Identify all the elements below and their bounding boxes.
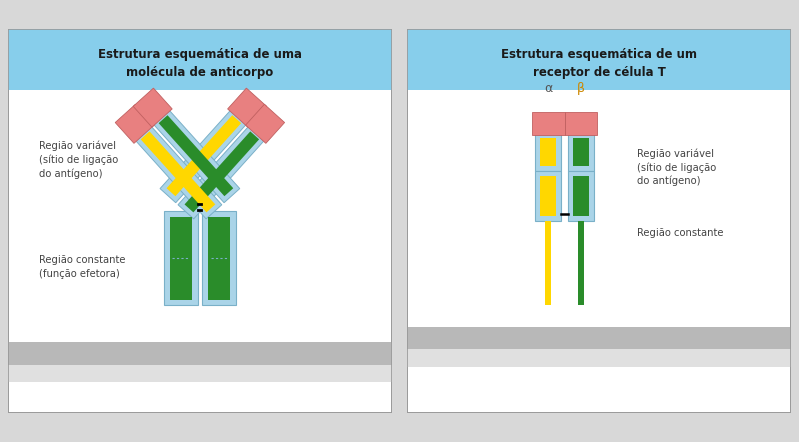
Bar <box>578 251 584 305</box>
Polygon shape <box>185 131 259 212</box>
Text: α: α <box>544 82 553 95</box>
Text: Região constante
(função efetora): Região constante (função efetora) <box>38 255 125 278</box>
Bar <box>169 217 192 300</box>
Polygon shape <box>115 104 154 143</box>
Text: Estrutura esquemática de um
receptor de célula T: Estrutura esquemática de um receptor de … <box>501 48 697 79</box>
Bar <box>565 112 597 135</box>
Bar <box>8 342 392 365</box>
Bar <box>164 211 197 305</box>
Bar <box>208 217 230 300</box>
Bar <box>567 133 594 171</box>
Bar <box>578 221 584 251</box>
Bar <box>532 112 565 135</box>
Bar <box>573 138 589 166</box>
Bar <box>407 349 791 367</box>
Text: Região constante: Região constante <box>638 228 724 237</box>
Polygon shape <box>133 88 173 127</box>
Bar <box>573 176 589 216</box>
Bar <box>407 327 791 350</box>
Polygon shape <box>141 131 215 212</box>
Polygon shape <box>228 88 267 127</box>
Text: Região variável
(sítio de ligação
do antígeno): Região variável (sítio de ligação do ant… <box>38 141 118 179</box>
Text: Estrutura esquemática de uma
molécula de anticorpo: Estrutura esquemática de uma molécula de… <box>98 48 302 79</box>
Polygon shape <box>166 115 241 196</box>
Bar <box>202 211 236 305</box>
Bar <box>567 171 594 221</box>
Bar <box>8 365 392 382</box>
Polygon shape <box>152 109 240 203</box>
Polygon shape <box>134 125 222 219</box>
Bar <box>540 138 556 166</box>
Polygon shape <box>178 125 265 219</box>
Polygon shape <box>245 104 284 143</box>
Bar <box>535 171 562 221</box>
Bar <box>546 251 551 305</box>
Bar <box>546 221 551 251</box>
Polygon shape <box>160 109 248 203</box>
Text: Região variável
(sítio de ligação
do antígeno): Região variável (sítio de ligação do ant… <box>638 148 717 187</box>
Bar <box>535 133 562 171</box>
Bar <box>540 176 556 216</box>
Polygon shape <box>159 115 233 196</box>
Bar <box>8 29 392 91</box>
Bar <box>407 29 791 91</box>
Text: β: β <box>577 82 585 95</box>
